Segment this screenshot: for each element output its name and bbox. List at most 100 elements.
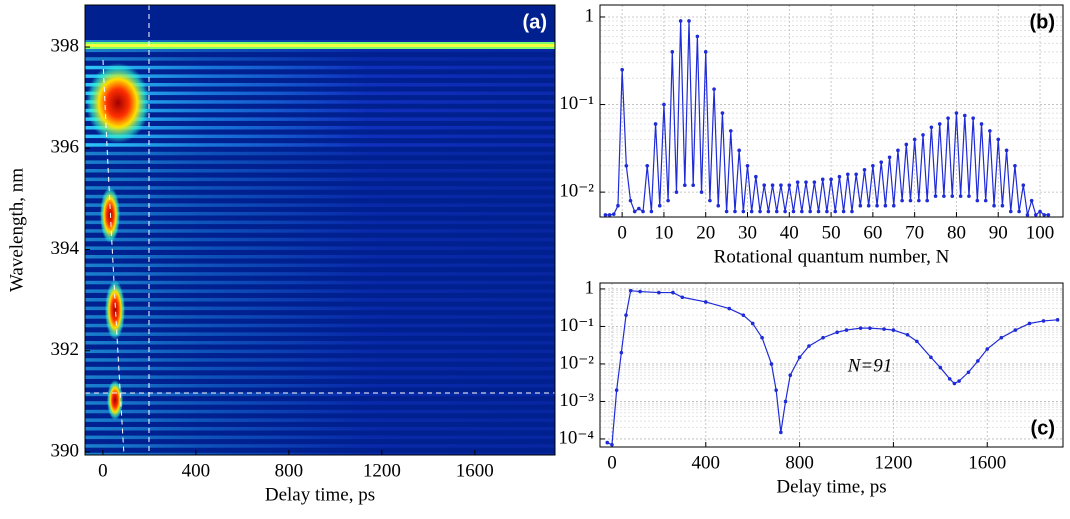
- heatmap-stripe: [85, 237, 555, 242]
- data-point: [999, 335, 1004, 340]
- y-tick-label: 394: [51, 238, 80, 259]
- y-axis-label: Wavelength, nm: [6, 168, 27, 292]
- data-point: [791, 209, 796, 214]
- data-point: [762, 183, 767, 187]
- data-point: [662, 102, 666, 107]
- data-point: [624, 313, 628, 317]
- data-point: [812, 180, 817, 184]
- data-point: [1034, 213, 1038, 217]
- panel-label: (a): [523, 11, 547, 33]
- panel-label: (c): [1031, 417, 1055, 439]
- data-point: [1013, 163, 1017, 168]
- y-tick-label: 1: [585, 277, 595, 298]
- x-axis-label: Delay time, ps: [776, 476, 886, 497]
- data-point: [657, 290, 661, 295]
- data-point: [737, 148, 741, 153]
- data-point: [783, 209, 787, 214]
- data-point: [820, 177, 825, 182]
- x-tick-label: 0: [617, 222, 627, 243]
- x-tick-label: 800: [275, 460, 304, 481]
- data-point: [975, 198, 980, 203]
- plot-frame: [599, 4, 1064, 218]
- heatmap-stripe: [85, 143, 555, 147]
- heatmap-hotspot: [86, 63, 150, 143]
- data-point: [699, 190, 704, 194]
- data-point: [800, 209, 804, 214]
- data-point: [917, 198, 921, 203]
- data-point: [1042, 213, 1046, 217]
- data-point: [871, 163, 875, 168]
- data-point: [808, 209, 812, 214]
- x-tick-label: 10: [654, 222, 673, 243]
- data-point: [925, 198, 929, 203]
- data-point: [797, 355, 802, 360]
- data-point: [908, 198, 913, 203]
- heatmap-stripe: [85, 83, 555, 87]
- data-point: [988, 129, 992, 133]
- data-point: [958, 194, 963, 198]
- data-point: [905, 332, 910, 337]
- heatmap-stripe: [85, 444, 555, 448]
- data-point: [1008, 209, 1013, 214]
- data-point: [795, 180, 800, 184]
- data-point: [900, 198, 904, 203]
- data-point: [774, 209, 779, 214]
- data-point: [683, 183, 687, 187]
- data-point: [879, 160, 884, 164]
- data-point: [680, 295, 685, 300]
- x-tick-label: 400: [182, 460, 211, 481]
- data-point: [749, 209, 754, 214]
- y-tick-label: 10⁻²: [559, 352, 594, 373]
- data-point: [933, 194, 938, 198]
- heatmap-stripe: [85, 220, 555, 225]
- data-point: [758, 209, 762, 214]
- x-tick-label: 0: [98, 460, 108, 481]
- data-point: [915, 339, 919, 344]
- x-tick-label: 60: [863, 222, 882, 243]
- heatmap-stripe: [85, 177, 555, 182]
- data-point: [938, 365, 943, 370]
- heatmap-stripe: [85, 117, 555, 121]
- data-point: [637, 206, 641, 211]
- x-tick-label: 400: [692, 452, 721, 473]
- data-point: [754, 174, 758, 179]
- y-tick-label: 398: [51, 35, 80, 56]
- data-point: [779, 430, 783, 435]
- heatmap-stripe: [85, 263, 555, 268]
- data-point: [741, 313, 746, 317]
- data-point: [929, 125, 934, 130]
- x-tick-label: 50: [822, 222, 841, 243]
- data-point: [728, 129, 733, 133]
- heatmap-stripe: [85, 341, 555, 345]
- data-point: [891, 203, 896, 208]
- data-point: [825, 209, 829, 214]
- y-tick-label: 390: [51, 440, 80, 461]
- heatmap-stripe: [85, 160, 555, 164]
- x-tick-label: 800: [785, 452, 814, 473]
- data-point: [837, 174, 842, 179]
- x-tick-label: 80: [947, 222, 966, 243]
- data-point: [674, 190, 679, 194]
- data-point: [607, 213, 612, 217]
- heatmap-stripe: [85, 229, 555, 233]
- heatmap-stripe: [85, 384, 555, 388]
- data-point: [628, 288, 633, 293]
- data-point: [947, 377, 952, 381]
- heatmap-stripe: [85, 289, 555, 293]
- heatmap-stripe: [85, 418, 555, 422]
- data-point: [774, 388, 778, 392]
- plot-frame: [599, 282, 1064, 448]
- data-point: [845, 172, 850, 177]
- heatmap-stripe: [85, 65, 555, 70]
- x-tick-label: 100: [1026, 222, 1055, 243]
- heatmap-stripe: [85, 255, 555, 259]
- data-point: [741, 209, 746, 214]
- data-point: [1041, 319, 1046, 323]
- heatmap-stripe: [85, 332, 555, 336]
- x-tick-label: 20: [696, 222, 715, 243]
- data-point: [760, 335, 764, 340]
- data-point: [996, 137, 1001, 142]
- heatmap-stripe: [85, 40, 555, 44]
- heatmap-stripe: [85, 306, 555, 311]
- heatmap-line-core: [85, 44, 555, 47]
